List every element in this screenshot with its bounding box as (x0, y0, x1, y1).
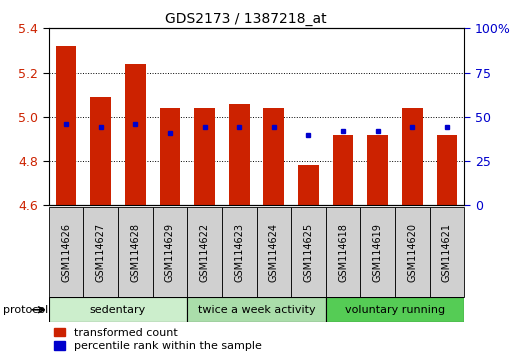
Bar (125, 64, 146, 205)
FancyBboxPatch shape (187, 297, 326, 322)
Bar (263, 108, 284, 205)
Text: GSM114623: GSM114623 (234, 223, 244, 282)
Bar (332, 135, 353, 205)
Bar (437, 135, 457, 205)
Text: GSM114625: GSM114625 (304, 223, 313, 282)
FancyBboxPatch shape (153, 207, 187, 297)
FancyBboxPatch shape (83, 207, 118, 297)
FancyBboxPatch shape (395, 207, 429, 297)
FancyBboxPatch shape (118, 207, 153, 297)
Text: GSM114624: GSM114624 (269, 223, 279, 282)
FancyBboxPatch shape (429, 207, 464, 297)
FancyBboxPatch shape (256, 207, 291, 297)
Text: GSM114618: GSM114618 (338, 223, 348, 282)
Text: GSM114621: GSM114621 (442, 223, 452, 282)
Bar (55, 46, 76, 205)
Bar (402, 108, 423, 205)
FancyBboxPatch shape (222, 207, 256, 297)
Bar (160, 108, 180, 205)
FancyBboxPatch shape (326, 297, 464, 322)
FancyBboxPatch shape (291, 207, 326, 297)
FancyBboxPatch shape (187, 207, 222, 297)
Legend: transformed count, percentile rank within the sample: transformed count, percentile rank withi… (54, 328, 262, 351)
Bar (229, 104, 249, 205)
Bar (298, 165, 319, 205)
Bar (367, 135, 388, 205)
FancyBboxPatch shape (49, 207, 83, 297)
Text: voluntary running: voluntary running (345, 305, 445, 315)
Bar (194, 108, 215, 205)
Text: GSM114620: GSM114620 (407, 223, 417, 282)
Text: twice a week activity: twice a week activity (198, 305, 315, 315)
FancyBboxPatch shape (360, 207, 395, 297)
Text: GSM114622: GSM114622 (200, 223, 209, 282)
Text: sedentary: sedentary (90, 305, 146, 315)
FancyBboxPatch shape (326, 207, 360, 297)
Text: GSM114619: GSM114619 (373, 223, 383, 282)
Bar (90, 97, 111, 205)
Text: GDS2173 / 1387218_at: GDS2173 / 1387218_at (165, 12, 327, 27)
FancyBboxPatch shape (49, 297, 187, 322)
Text: GSM114626: GSM114626 (61, 223, 71, 282)
Text: GSM114629: GSM114629 (165, 223, 175, 282)
Text: GSM114627: GSM114627 (96, 223, 106, 282)
Text: GSM114628: GSM114628 (130, 223, 140, 282)
Text: protocol: protocol (3, 305, 48, 315)
